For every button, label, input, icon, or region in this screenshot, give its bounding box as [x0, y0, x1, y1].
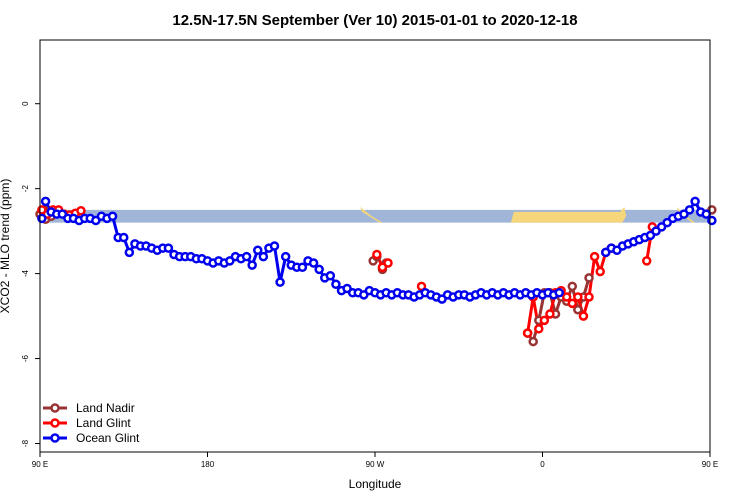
- land-glint-point: [584, 292, 594, 302]
- chart-title: 12.5N-17.5N September (Ver 10) 2015-01-0…: [172, 12, 577, 29]
- land-glint-point: [595, 266, 605, 277]
- ocean-glint-point: [107, 211, 118, 222]
- legend-label-ocean-glint: Ocean Glint: [76, 431, 140, 445]
- land-glint-point: [372, 249, 382, 260]
- ocean-glint-point: [119, 232, 129, 243]
- legend-marker-land-glint: [50, 418, 60, 428]
- ocean-glint-point: [325, 270, 336, 281]
- ocean-glint-point: [163, 243, 174, 253]
- y-tick-label-4: -8: [21, 439, 30, 447]
- ocean-glint-point: [701, 209, 712, 219]
- y-tick-label-1: -2: [21, 185, 30, 193]
- land-glint-point: [589, 251, 600, 262]
- x-tick-label-0: 90 E: [32, 460, 48, 469]
- x-tick-label-2: 90 W: [366, 460, 385, 469]
- legend-label-land-nadir: Land Nadir: [76, 401, 135, 415]
- ocean-glint-point: [269, 241, 280, 251]
- legend-marker-land-nadir: [50, 403, 60, 413]
- land-glint-point: [567, 298, 578, 309]
- land-glint-point: [522, 328, 533, 338]
- y-axis-label: XCO2 - MLO trend (ppm): [0, 179, 12, 314]
- ocean-glint-point: [297, 262, 308, 272]
- land-glint-point: [578, 311, 589, 321]
- x-tick-label-4: 90 E: [702, 460, 718, 469]
- legend-marker-ocean-glint: [50, 433, 60, 443]
- land-glint-point: [383, 258, 393, 268]
- ocean-glint-point: [554, 287, 564, 298]
- land-nadir-point: [567, 281, 578, 292]
- ocean-glint-point: [40, 196, 51, 207]
- land-glint-point: [539, 315, 550, 326]
- ocean-glint-point: [37, 213, 47, 224]
- land-glint-point: [561, 292, 572, 302]
- x-axis: 90 E 180 90 W 0 90 E: [32, 452, 718, 469]
- ocean-glint-point: [314, 264, 324, 275]
- ocean-glint-point: [247, 260, 257, 270]
- land-nadir-point: [584, 273, 594, 283]
- ocean-glint-point: [275, 277, 285, 287]
- ocean-glint-point: [258, 251, 269, 262]
- land-glint-point: [545, 309, 555, 319]
- x-axis-label: Longitude: [349, 477, 402, 491]
- series-points: [35, 196, 717, 347]
- ocean-glint-point: [253, 245, 263, 255]
- land-glint-point: [76, 205, 86, 216]
- ocean-glint-point: [241, 251, 252, 262]
- land-glint-point: [641, 256, 652, 266]
- ocean-glint-point: [280, 251, 291, 262]
- land-nadir-point: [528, 336, 538, 347]
- surface-strip: [40, 206, 710, 223]
- land-glint-point: [573, 292, 583, 302]
- y-tick-label-3: -6: [21, 354, 30, 362]
- y-tick-label-2: -4: [21, 270, 30, 278]
- ocean-glint-point: [331, 279, 341, 289]
- legend-label-land-glint: Land Glint: [76, 416, 131, 430]
- ocean-glint-point: [684, 205, 695, 215]
- land-nadir-point: [573, 304, 583, 315]
- land-glint-point: [534, 324, 544, 334]
- ocean-glint-point: [707, 215, 717, 226]
- ocean-glint-point: [308, 258, 319, 268]
- x-tick-label-3: 0: [540, 460, 545, 469]
- y-tick-label-0: 0: [21, 101, 30, 106]
- ocean-glint-point: [124, 247, 135, 258]
- land-patch-2: [510, 206, 627, 223]
- ocean-glint-point: [690, 196, 700, 207]
- x-tick-label-1: 180: [201, 460, 215, 469]
- y-axis: 0 -2 -4 -6 -8: [21, 101, 40, 447]
